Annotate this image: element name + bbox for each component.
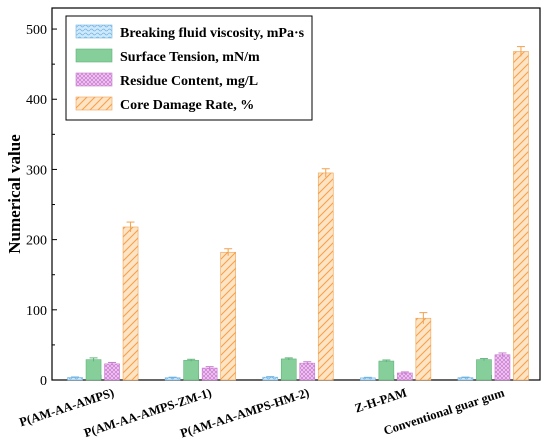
bar (183, 360, 199, 381)
y-axis-title: Numerical value (5, 134, 24, 254)
legend-label: Residue Content, mg/L (120, 74, 258, 89)
x-axis: P(AM-AA-AMPS)P(AM-AA-AMPS-ZM-1)P(AM-AA-A… (18, 375, 507, 439)
y-tick-label: 300 (26, 163, 47, 178)
bar (220, 251, 236, 381)
bar (201, 367, 218, 381)
legend-label: Core Damage Rate, % (120, 98, 254, 113)
bars-layer (67, 46, 529, 381)
legend: Breaking fluid viscosity, mPa·s Surface T… (65, 15, 313, 121)
bar (280, 358, 297, 381)
bar (513, 51, 529, 381)
bar (104, 363, 120, 381)
legend-swatch (75, 96, 113, 111)
x-tick-label: Z-H-PAM (353, 385, 409, 415)
y-tick-label: 100 (26, 304, 47, 319)
y-tick-label: 0 (40, 374, 47, 389)
bar (122, 226, 139, 381)
legend-swatch (75, 48, 113, 63)
bar (85, 359, 102, 381)
y-tick-label: 500 (26, 23, 47, 38)
bar (378, 360, 395, 381)
legend-label: Breaking fluid viscosity, mPa·s (120, 26, 305, 41)
bar (494, 354, 511, 381)
legend-swatch (75, 24, 113, 39)
bar (415, 317, 432, 381)
bar (317, 172, 334, 381)
y-axis: 0 100 200 300 400 500 (26, 23, 57, 389)
legend-swatch (75, 72, 113, 87)
legend-label: Surface Tension, mN/m (120, 50, 260, 65)
y-tick-label: 200 (26, 234, 47, 249)
bar (476, 359, 492, 381)
y-tick-label: 400 (26, 93, 47, 108)
bar (299, 362, 316, 381)
